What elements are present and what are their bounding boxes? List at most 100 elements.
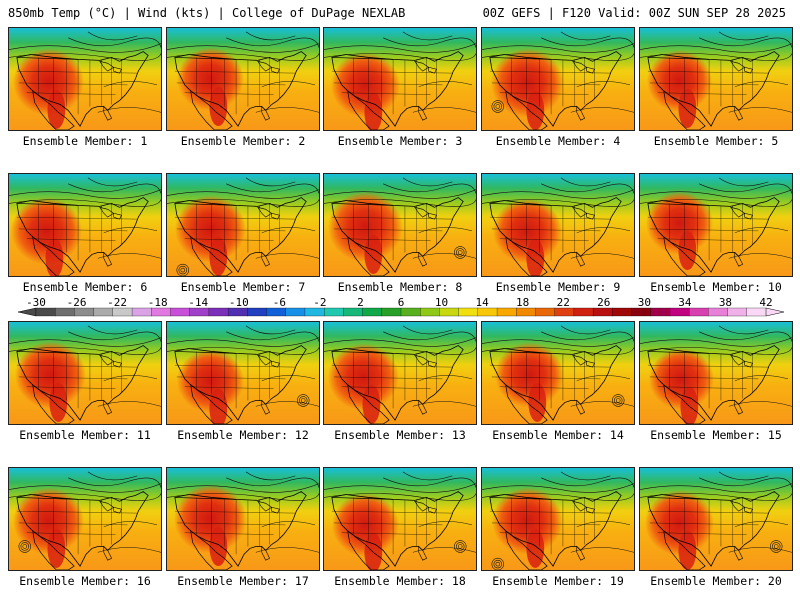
colorbar-swatch (727, 307, 748, 317)
ensemble-member-map (323, 467, 477, 571)
ensemble-member-label: Ensemble Member: 19 (492, 574, 624, 588)
colorbar-swatch (400, 307, 421, 317)
colorbar-swatch (343, 307, 364, 317)
colorbar-tick-label: 22 (556, 296, 570, 309)
colorbar-tick-label: -6 (272, 296, 286, 309)
ensemble-member-map (323, 321, 477, 425)
colorbar-swatch (131, 307, 152, 317)
colorbar-tick-label: 26 (597, 296, 611, 309)
ensemble-member-label: Ensemble Member: 10 (650, 280, 782, 294)
colorbar-swatch (304, 307, 325, 317)
ensemble-member-map (8, 467, 162, 571)
colorbar-tick-label: -18 (147, 296, 168, 309)
colorbar-swatch (420, 307, 440, 317)
ensemble-member-label: Ensemble Member: 16 (19, 574, 151, 588)
colorbar-tick-label: 30 (637, 296, 651, 309)
colorbar-swatch (227, 307, 248, 317)
colorbar-swatch (650, 307, 671, 317)
ensemble-member-label: Ensemble Member: 13 (334, 428, 466, 442)
ensemble-member-map (166, 27, 320, 131)
ensemble-member-label: Ensemble Member: 6 (22, 280, 148, 294)
colorbar-swatch (439, 307, 460, 317)
colorbar-swatch (458, 307, 479, 317)
colorbar-swatch (324, 307, 344, 317)
ensemble-member-label: Ensemble Member: 8 (337, 280, 463, 294)
colorbar-tick-label: -26 (66, 296, 87, 309)
colorbar-swatch (112, 307, 133, 317)
ensemble-member-label: Ensemble Member: 17 (177, 574, 309, 588)
colorbar-swatch (689, 307, 709, 317)
ensemble-member-map (8, 321, 162, 425)
ensemble-member-map (639, 173, 793, 277)
ensemble-member-map (323, 173, 477, 277)
run-valid-time: 00Z GEFS | F120 Valid: 00Z SUN SEP 28 20… (482, 6, 786, 20)
ensemble-member-label: Ensemble Member: 1 (22, 134, 148, 148)
colorbar-swatch (477, 307, 498, 317)
ensemble-member-map (639, 27, 793, 131)
colorbar-swatch (381, 307, 402, 317)
ensemble-member-label: Ensemble Member: 15 (650, 428, 782, 442)
ensemble-member-label: Ensemble Member: 12 (177, 428, 309, 442)
colorbar-swatch (535, 307, 556, 317)
colorbar-swatch (631, 307, 652, 317)
colorbar-tick-label: -30 (26, 296, 46, 309)
ensemble-member-label: Ensemble Member: 18 (334, 574, 466, 588)
ensemble-member-map (481, 321, 635, 425)
colorbar-swatch (247, 307, 267, 317)
ensemble-member-map (166, 467, 320, 571)
colorbar-tick-label: -10 (228, 296, 249, 309)
colorbar-swatch (35, 307, 56, 317)
ensemble-member-map (481, 27, 635, 131)
colorbar-swatch (285, 307, 306, 317)
ensemble-member-map (8, 27, 162, 131)
ensemble-member-label: Ensemble Member: 3 (337, 134, 463, 148)
ensemble-member-label: Ensemble Member: 20 (650, 574, 782, 588)
colorbar-swatch (151, 307, 171, 317)
ensemble-member-map (481, 173, 635, 277)
header: 850mb Temp (°C) | Wind (kts) | College o… (0, 0, 800, 24)
ensemble-member-map (639, 467, 793, 571)
colorbar-tick-label: 18 (516, 296, 530, 309)
ensemble-member-map (481, 467, 635, 571)
colorbar-swatch (74, 307, 95, 317)
colorbar-tick-label: 14 (475, 296, 489, 309)
colorbar-swatch (708, 307, 729, 317)
ensemble-member-label: Ensemble Member: 7 (180, 280, 306, 294)
colorbar-tick-label: 2 (357, 296, 364, 309)
colorbar-swatch (266, 307, 287, 317)
product-title: 850mb Temp (°C) | Wind (kts) | College o… (8, 6, 406, 20)
colorbar-tick-label: -14 (188, 296, 209, 309)
colorbar-tick-label: 6 (397, 296, 405, 309)
colorbar-tick-label: -2 (313, 296, 327, 309)
colorbar-swatch (93, 307, 114, 317)
colorbar-swatch (516, 307, 536, 317)
colorbar-swatch (573, 307, 594, 317)
ensemble-member-map (166, 321, 320, 425)
ensemble-member-map (8, 173, 162, 277)
ensemble-member-label: Ensemble Member: 9 (495, 280, 621, 294)
colorbar-swatch (746, 307, 767, 317)
colorbar-swatch (669, 307, 690, 317)
colorbar-swatch (554, 307, 575, 317)
colorbar-swatch (612, 307, 632, 317)
colorbar-swatch (55, 307, 75, 317)
ensemble-member-label: Ensemble Member: 14 (492, 428, 624, 442)
ensemble-member-map (166, 173, 320, 277)
ensemble-member-label: Ensemble Member: 2 (180, 134, 306, 148)
colorbar-swatch (362, 307, 383, 317)
colorbar-swatch (592, 307, 613, 317)
temperature-colorbar (17, 307, 785, 317)
ensemble-member-map (639, 321, 793, 425)
colorbar-tick-label: -22 (107, 296, 128, 309)
ensemble-member-label: Ensemble Member: 5 (653, 134, 779, 148)
colorbar-swatch (170, 307, 191, 317)
colorbar-swatch (189, 307, 210, 317)
colorbar-tick-label: 38 (718, 296, 733, 309)
ensemble-member-label: Ensemble Member: 11 (19, 428, 151, 442)
ensemble-member-map (323, 27, 477, 131)
colorbar-swatch (208, 307, 229, 317)
colorbar-tick-label: 10 (434, 296, 449, 309)
colorbar-tick-label: 34 (678, 296, 692, 309)
colorbar-tick-label: 42 (759, 296, 773, 309)
colorbar-swatch (496, 307, 517, 317)
